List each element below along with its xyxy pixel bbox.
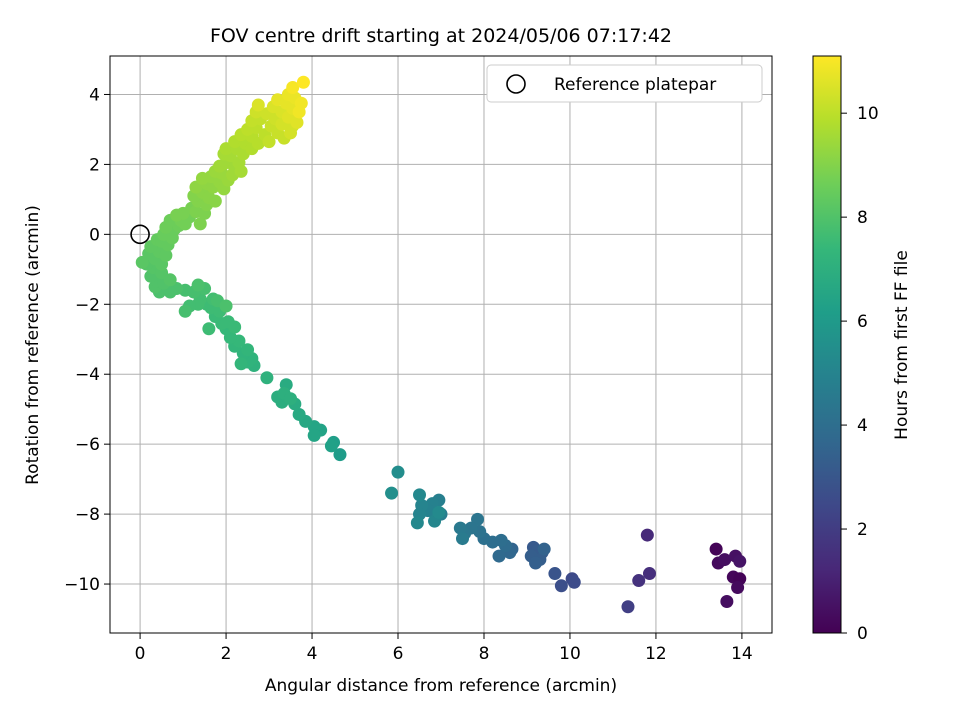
data-point <box>159 248 173 262</box>
x-tick-label: 0 <box>135 644 146 664</box>
data-point <box>307 428 321 442</box>
colorbar-tick-label: 8 <box>857 208 868 228</box>
x-tick-label: 12 <box>645 644 667 664</box>
data-point <box>567 575 581 589</box>
y-tick-label: 4 <box>89 85 100 105</box>
y-tick-label: −2 <box>75 295 100 315</box>
data-point <box>324 439 338 453</box>
data-point <box>292 105 306 119</box>
grid-lines <box>110 56 772 633</box>
data-point <box>296 75 310 89</box>
data-point <box>554 579 568 593</box>
legend-open-circle-icon <box>506 74 526 94</box>
colorbar-gradient <box>812 55 842 634</box>
data-point <box>640 528 654 542</box>
data-point <box>208 194 222 208</box>
data-point <box>178 304 192 318</box>
x-tick-label: 4 <box>307 644 318 664</box>
y-tick-label: −6 <box>75 435 100 455</box>
x-tick-label: 8 <box>479 644 490 664</box>
data-point <box>391 465 405 479</box>
colorbar-tick-label: 0 <box>857 624 868 644</box>
data-point <box>733 554 747 568</box>
colorbar-label: Hours from first FF file <box>892 250 912 440</box>
colorbar-ticks: 0 2 4 6 8 10 <box>841 104 879 644</box>
data-point <box>234 357 248 371</box>
y-tick-label: −4 <box>75 365 100 385</box>
data-point <box>455 532 469 546</box>
colorbar-tick-label: 2 <box>857 520 868 540</box>
data-point <box>284 392 298 406</box>
colorbar: 0 2 4 6 8 10 Hours from first FF file <box>812 55 912 644</box>
chart-title: FOV centre drift starting at 2024/05/06 … <box>210 25 672 47</box>
data-point <box>193 217 207 231</box>
x-tick-label: 14 <box>731 644 753 664</box>
data-point <box>262 135 276 149</box>
data-point <box>286 80 300 94</box>
data-point <box>537 542 551 556</box>
data-point <box>548 567 562 581</box>
data-point <box>410 516 424 530</box>
x-tick-label: 6 <box>393 644 404 664</box>
x-axis-ticks: 0 2 4 6 8 10 12 14 <box>135 633 753 664</box>
reference-platepar-marker <box>130 224 150 245</box>
x-axis-label: Angular distance from reference (arcmin) <box>265 676 617 696</box>
data-point <box>241 343 255 357</box>
y-tick-label: 2 <box>89 155 100 175</box>
x-tick-label: 2 <box>221 644 232 664</box>
data-point <box>251 98 265 112</box>
data-point <box>163 273 177 287</box>
data-point <box>432 505 446 519</box>
data-point <box>191 278 205 292</box>
data-point <box>413 488 427 502</box>
data-point <box>621 600 635 614</box>
data-point <box>720 595 734 609</box>
data-point <box>492 549 506 563</box>
colorbar-tick-label: 6 <box>857 312 868 332</box>
data-point <box>718 553 732 567</box>
y-axis-label: Rotation from reference (arcmin) <box>23 205 43 485</box>
data-point <box>709 542 723 556</box>
y-tick-label: 0 <box>89 225 100 245</box>
data-point <box>202 322 216 336</box>
data-point <box>170 208 184 222</box>
colorbar-tick-label: 4 <box>857 416 868 436</box>
plot-area <box>110 56 772 633</box>
y-tick-label: −8 <box>75 505 100 525</box>
data-point <box>292 407 306 421</box>
data-point <box>333 448 347 462</box>
data-point <box>529 556 543 570</box>
data-point <box>731 581 745 595</box>
y-axis-ticks: −10 −8 −6 −4 −2 0 2 4 <box>64 85 110 595</box>
data-point <box>453 521 467 535</box>
data-point <box>219 299 233 313</box>
legend-box <box>486 64 763 103</box>
plot-frame <box>109 55 773 634</box>
data-point <box>642 567 656 581</box>
legend-label: Reference platepar <box>554 75 716 95</box>
data-point <box>260 371 274 385</box>
data-point <box>385 486 399 500</box>
data-points <box>135 75 747 614</box>
y-tick-label: −10 <box>64 575 100 595</box>
colorbar-tick-label: 10 <box>857 104 879 124</box>
data-point <box>290 115 304 129</box>
x-tick-label: 10 <box>559 644 581 664</box>
legend: Reference platepar <box>486 64 763 103</box>
data-point <box>632 574 646 588</box>
data-point <box>219 142 233 156</box>
data-point <box>234 164 248 178</box>
